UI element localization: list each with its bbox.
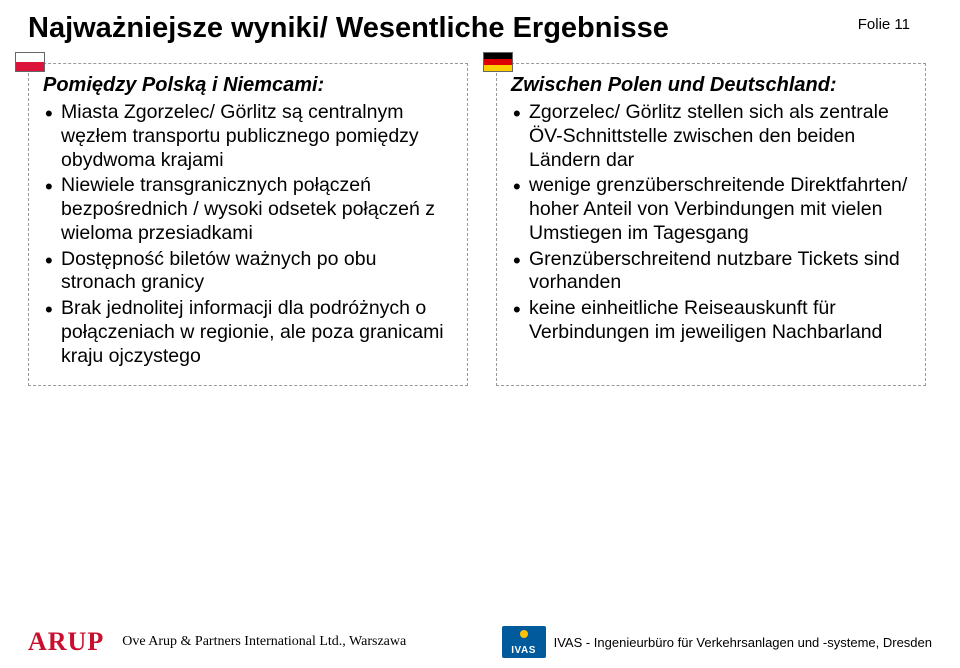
poland-flag-icon xyxy=(15,52,45,72)
left-heading: Pomiędzy Polską i Niemcami: xyxy=(43,74,453,97)
ivas-logo-text: IVAS xyxy=(511,645,536,658)
list-item: Grenzüberschreitend nutzbare Tickets sin… xyxy=(511,248,911,296)
list-item: Dostępność biletów ważnych po obu strona… xyxy=(43,248,453,296)
content-area: Pomiędzy Polską i Niemcami: Miasta Zgorz… xyxy=(0,55,960,386)
left-bullet-list: Miasta Zgorzelec/ Görlitz są centralnym … xyxy=(43,101,453,369)
right-heading: Zwischen Polen und Deutschland: xyxy=(511,74,911,97)
list-item: wenige grenzüberschreitende Direktfahrte… xyxy=(511,174,911,245)
footer-right: IVAS IVAS - Ingenieurbüro für Verkehrsan… xyxy=(502,626,932,658)
slide-title: Najważniejsze wyniki/ Wesentliche Ergebn… xyxy=(0,0,960,55)
slide-number: Folie 11 xyxy=(858,16,910,33)
list-item: Miasta Zgorzelec/ Görlitz są centralnym … xyxy=(43,101,453,172)
footer-right-text: IVAS - Ingenieurbüro für Verkehrsanlagen… xyxy=(554,635,932,650)
footer: ARUP Ove Arup & Partners International L… xyxy=(0,626,960,658)
right-column: Zwischen Polen und Deutschland: Zgorzele… xyxy=(496,63,926,386)
ivas-logo-icon: IVAS xyxy=(502,626,546,658)
list-item: keine einheitliche Reiseauskunft für Ver… xyxy=(511,297,911,345)
list-item: Brak jednolitej informacji dla podróżnyc… xyxy=(43,297,453,368)
footer-left-text: Ove Arup & Partners International Ltd., … xyxy=(122,634,406,650)
germany-flag-icon xyxy=(483,52,513,72)
list-item: Zgorzelec/ Görlitz stellen sich als zent… xyxy=(511,101,911,172)
right-bullet-list: Zgorzelec/ Görlitz stellen sich als zent… xyxy=(511,101,911,345)
arup-logo-icon: ARUP xyxy=(28,627,104,657)
left-column: Pomiędzy Polską i Niemcami: Miasta Zgorz… xyxy=(28,63,468,386)
list-item: Niewiele transgranicznych połączeń bezpo… xyxy=(43,174,453,245)
